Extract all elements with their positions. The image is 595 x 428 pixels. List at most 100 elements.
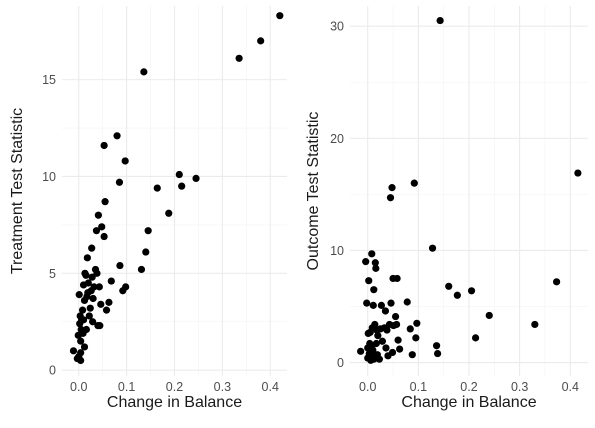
x-tick-label: 0.0 [70,380,87,394]
data-point [192,174,200,183]
data-point [95,283,103,291]
data-point [77,337,85,345]
data-point [121,157,129,165]
data-point [365,277,373,285]
data-point [432,342,441,350]
data-point [391,312,400,321]
data-point [88,273,96,281]
data-point [369,301,377,309]
data-point [86,304,94,312]
data-point [531,320,539,329]
data-point [122,283,130,291]
data-point [383,326,391,334]
data-point [100,141,108,150]
data-point [102,306,111,314]
data-point [178,182,186,190]
data-point [75,291,83,299]
x-tick-label: 0.3 [214,380,231,394]
data-point [453,291,461,299]
data-point [82,325,91,334]
data-point [375,355,383,363]
data-point [96,322,104,330]
data-point [100,232,108,241]
data-point [89,294,97,303]
y-tick-label: 0 [337,356,344,370]
x-tick-label: 0.0 [359,380,376,394]
data-point [388,184,396,192]
data-point [140,68,148,76]
data-point [445,282,453,290]
x-tick-label: 0.1 [118,380,135,394]
data-point [396,345,404,353]
data-point [92,227,101,235]
data-point [471,334,480,342]
data-point [386,194,395,202]
data-point [85,312,93,320]
data-point [377,301,385,309]
x-axis-title: Change in Balance [401,394,536,411]
y-tick-label: 5 [49,267,56,281]
y-tick-label: 10 [330,244,344,258]
data-point [369,346,377,354]
data-point [144,227,152,235]
x-tick-label: 0.4 [262,380,279,394]
data-point [77,356,85,365]
data-point [394,336,402,344]
data-point [436,16,444,25]
y-axis-title: Treatment Test Statistic [9,108,26,274]
y-tick-label: 15 [42,73,56,87]
data-point [69,347,78,355]
data-point [412,334,420,342]
data-point [574,169,582,177]
data-point [434,349,442,358]
data-point [153,184,161,192]
data-point [374,332,382,340]
data-point [97,300,105,308]
data-point [88,244,96,252]
data-point [368,250,376,258]
y-tick-label: 20 [330,132,344,146]
data-point [137,265,146,274]
data-point [78,306,87,314]
data-point [408,351,416,359]
data-point [113,132,121,140]
data-point [276,12,284,20]
data-point [165,209,173,217]
data-point [403,298,411,306]
x-tick-label: 0.1 [410,380,427,394]
data-point [115,178,124,186]
data-point [382,344,390,352]
data-point [378,337,387,345]
data-point [257,37,265,45]
data-point [84,279,92,287]
right-scatter-panel: 0.0 0.1 0.2 0.3 0.4 0 10 20 30 Change in Balance O… [305,6,588,411]
y-tick-label: 0 [49,364,56,378]
data-point [410,179,418,187]
data-point [107,277,115,285]
x-tick-label: 0.3 [511,380,528,394]
data-point [101,198,109,206]
data-point [79,316,88,324]
data-point [362,258,370,266]
y-tick-label: 10 [42,170,56,184]
data-point [387,299,395,307]
data-point [93,269,101,277]
x-tick-label: 0.2 [460,380,477,394]
data-point [393,274,401,283]
data-point [485,311,493,320]
data-point [77,349,85,357]
data-point [371,259,379,267]
data-point [116,261,124,270]
data-point [392,320,401,329]
x-tick-label: 0.4 [562,380,579,394]
data-point [467,287,476,295]
data-point [428,244,437,252]
data-point [553,278,561,286]
data-point [105,298,113,306]
data-point [80,343,89,351]
x-tick-label: 0.2 [166,380,183,394]
y-axis-title: Outcome Test Statistic [305,112,322,271]
data-point [381,307,390,315]
